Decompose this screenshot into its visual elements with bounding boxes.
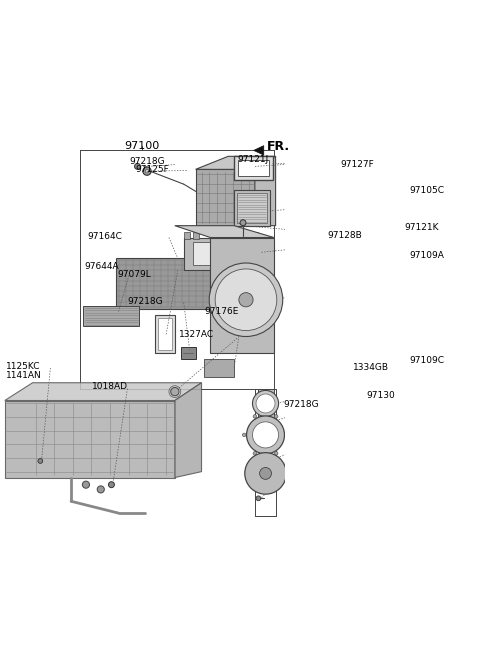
Text: 97218G: 97218G [127, 297, 163, 306]
Circle shape [145, 170, 149, 173]
Circle shape [275, 415, 278, 419]
Polygon shape [204, 359, 234, 377]
Text: FR.: FR. [267, 141, 290, 153]
Circle shape [83, 481, 89, 488]
Circle shape [253, 451, 257, 455]
Text: 97164C: 97164C [88, 232, 122, 241]
Circle shape [252, 390, 278, 417]
Circle shape [239, 292, 253, 307]
Text: 97100: 97100 [125, 141, 160, 151]
Polygon shape [192, 231, 199, 239]
Polygon shape [238, 160, 269, 177]
Circle shape [256, 496, 261, 501]
Circle shape [245, 453, 286, 494]
Text: 97079L: 97079L [117, 270, 151, 279]
Circle shape [171, 388, 179, 396]
Circle shape [143, 167, 151, 175]
Text: 97121K: 97121K [404, 223, 439, 232]
Polygon shape [243, 231, 249, 239]
Polygon shape [234, 190, 270, 225]
Circle shape [285, 433, 288, 437]
Polygon shape [181, 347, 195, 359]
Polygon shape [184, 238, 261, 270]
Polygon shape [195, 170, 255, 225]
Polygon shape [158, 317, 172, 350]
Polygon shape [192, 242, 253, 265]
Circle shape [275, 451, 278, 455]
Circle shape [108, 482, 114, 487]
Text: 97128B: 97128B [327, 231, 362, 240]
Polygon shape [234, 156, 273, 180]
Text: 97218G: 97218G [129, 157, 165, 166]
Text: 97130: 97130 [366, 392, 395, 400]
Text: 97127F: 97127F [341, 160, 374, 169]
Polygon shape [195, 156, 276, 170]
Polygon shape [258, 389, 274, 421]
Circle shape [215, 269, 277, 330]
Circle shape [242, 433, 246, 437]
Circle shape [256, 394, 275, 413]
Polygon shape [5, 383, 202, 401]
Text: 97109A: 97109A [409, 251, 444, 260]
Text: 97218G: 97218G [283, 400, 319, 409]
Polygon shape [253, 146, 264, 155]
Polygon shape [210, 238, 274, 353]
Text: 1018AD: 1018AD [92, 382, 128, 392]
Text: 1141AN: 1141AN [6, 371, 42, 380]
Polygon shape [116, 258, 214, 309]
Text: 97105C: 97105C [409, 186, 444, 194]
Text: 1334GB: 1334GB [353, 363, 389, 373]
Circle shape [209, 263, 283, 336]
Polygon shape [255, 156, 276, 225]
Polygon shape [237, 193, 267, 223]
Text: 97109C: 97109C [409, 355, 444, 365]
Circle shape [97, 486, 104, 493]
Polygon shape [5, 401, 175, 478]
Polygon shape [184, 231, 190, 239]
Circle shape [260, 468, 272, 480]
Polygon shape [175, 225, 274, 238]
Text: 97121J: 97121J [237, 155, 268, 164]
Circle shape [247, 416, 285, 454]
Text: 1327AC: 1327AC [179, 330, 214, 338]
Polygon shape [175, 383, 202, 478]
Text: 97125F: 97125F [135, 165, 169, 174]
Circle shape [252, 422, 278, 448]
Polygon shape [252, 231, 258, 239]
Polygon shape [83, 306, 139, 327]
Circle shape [253, 415, 257, 419]
Text: 1125KC: 1125KC [6, 362, 40, 371]
Polygon shape [156, 315, 175, 353]
Text: 97176E: 97176E [204, 307, 239, 316]
Circle shape [134, 164, 141, 170]
Text: 97644A: 97644A [85, 262, 120, 271]
Circle shape [38, 459, 43, 463]
Circle shape [240, 219, 246, 225]
Polygon shape [263, 423, 268, 430]
